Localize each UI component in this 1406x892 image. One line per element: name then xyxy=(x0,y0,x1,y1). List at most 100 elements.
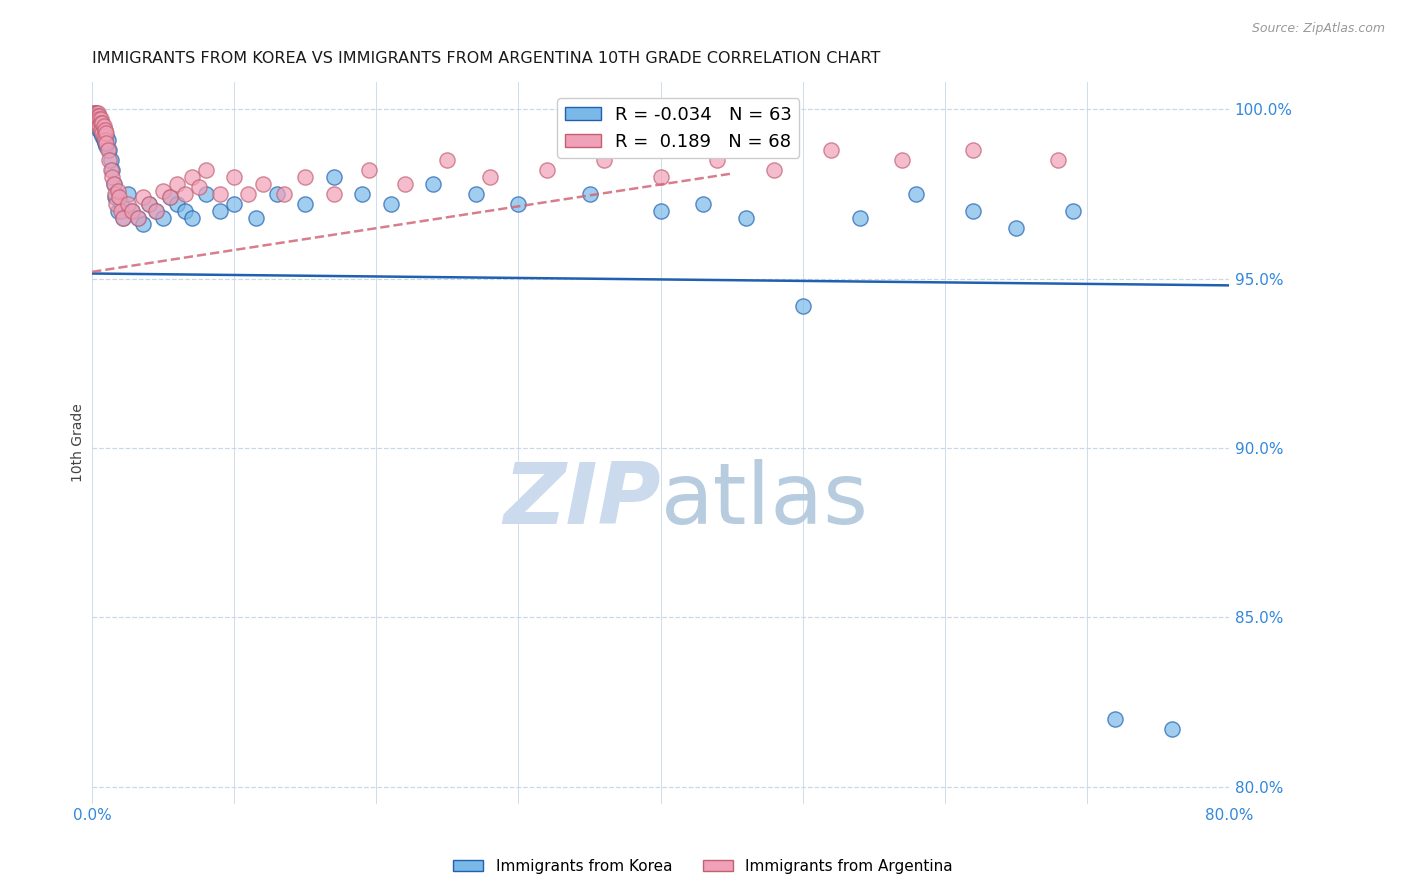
Point xyxy=(103,177,125,191)
Point xyxy=(194,163,217,178)
Point xyxy=(536,163,558,178)
Point xyxy=(132,190,155,204)
Point xyxy=(145,203,167,218)
Point xyxy=(180,211,202,225)
Text: IMMIGRANTS FROM KOREA VS IMMIGRANTS FROM ARGENTINA 10TH GRADE CORRELATION CHART: IMMIGRANTS FROM KOREA VS IMMIGRANTS FROM… xyxy=(93,51,880,66)
Point xyxy=(891,153,914,167)
Point xyxy=(245,211,267,225)
Point xyxy=(322,186,344,201)
Point xyxy=(83,105,105,120)
Point xyxy=(650,169,672,184)
Point xyxy=(91,119,114,133)
Point xyxy=(93,119,115,133)
Point xyxy=(86,105,108,120)
Point xyxy=(89,112,111,127)
Point xyxy=(107,184,129,198)
Point xyxy=(479,169,502,184)
Point xyxy=(238,186,260,201)
Point xyxy=(84,105,107,120)
Point xyxy=(152,211,174,225)
Point xyxy=(266,186,288,201)
Point xyxy=(209,186,232,201)
Point xyxy=(962,143,984,157)
Point xyxy=(93,122,115,136)
Point xyxy=(101,169,124,184)
Point xyxy=(763,163,786,178)
Point xyxy=(173,203,195,218)
Point xyxy=(97,133,120,147)
Point xyxy=(90,122,112,136)
Point xyxy=(706,153,728,167)
Point xyxy=(159,190,181,204)
Point xyxy=(84,109,107,123)
Point xyxy=(96,139,118,153)
Point xyxy=(508,197,530,211)
Point xyxy=(132,218,155,232)
Point xyxy=(96,129,118,144)
Point xyxy=(1005,220,1028,235)
Point xyxy=(650,203,672,218)
Point xyxy=(592,153,614,167)
Point xyxy=(166,177,188,191)
Point xyxy=(94,133,117,147)
Point xyxy=(93,129,115,144)
Point xyxy=(90,116,112,130)
Point xyxy=(380,197,402,211)
Point xyxy=(112,211,135,225)
Point xyxy=(107,203,129,218)
Point xyxy=(322,169,344,184)
Point xyxy=(104,190,127,204)
Point xyxy=(352,186,374,201)
Point xyxy=(110,197,132,211)
Point xyxy=(138,197,160,211)
Point xyxy=(89,119,111,133)
Point xyxy=(87,109,110,123)
Point xyxy=(145,203,167,218)
Point xyxy=(87,109,110,123)
Point xyxy=(224,169,246,184)
Point xyxy=(224,197,246,211)
Point xyxy=(90,116,112,130)
Y-axis label: 10th Grade: 10th Grade xyxy=(72,403,86,483)
Point xyxy=(98,143,121,157)
Text: ZIP: ZIP xyxy=(503,459,661,542)
Point xyxy=(962,203,984,218)
Text: Source: ZipAtlas.com: Source: ZipAtlas.com xyxy=(1251,22,1385,36)
Point xyxy=(394,177,416,191)
Point xyxy=(110,203,132,218)
Point xyxy=(86,112,108,127)
Point xyxy=(94,136,117,150)
Point xyxy=(252,177,274,191)
Point xyxy=(127,211,149,225)
Point xyxy=(89,112,111,127)
Point xyxy=(108,190,131,204)
Point xyxy=(97,143,120,157)
Point xyxy=(138,197,160,211)
Point xyxy=(96,126,118,140)
Point xyxy=(91,116,114,130)
Point xyxy=(90,126,112,140)
Point xyxy=(294,169,316,184)
Point xyxy=(96,136,118,150)
Point xyxy=(87,116,110,130)
Point xyxy=(905,186,928,201)
Point xyxy=(94,126,117,140)
Point xyxy=(86,109,108,123)
Point xyxy=(1062,203,1084,218)
Point xyxy=(94,122,117,136)
Point xyxy=(152,184,174,198)
Point xyxy=(578,186,600,201)
Point xyxy=(117,197,139,211)
Point xyxy=(83,109,105,123)
Point xyxy=(87,105,110,120)
Point xyxy=(91,126,114,140)
Point xyxy=(83,112,105,127)
Point xyxy=(112,211,135,225)
Point xyxy=(93,133,115,147)
Point xyxy=(273,186,295,201)
Point xyxy=(294,197,316,211)
Point xyxy=(104,186,127,201)
Point xyxy=(121,203,143,218)
Point xyxy=(86,112,108,127)
Point xyxy=(117,186,139,201)
